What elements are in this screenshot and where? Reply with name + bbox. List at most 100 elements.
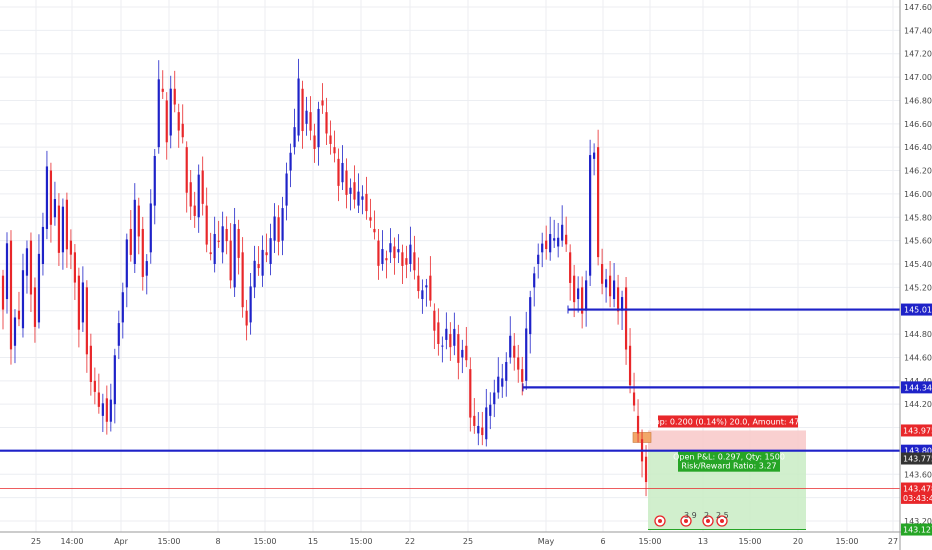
candle-body bbox=[457, 334, 460, 363]
candle-body bbox=[193, 205, 196, 216]
price-badge bbox=[901, 424, 932, 437]
candle-body bbox=[221, 226, 224, 253]
candle-body bbox=[437, 322, 440, 344]
candle-body bbox=[169, 88, 172, 136]
candle-body bbox=[201, 170, 204, 204]
event-marker[interactable] bbox=[654, 515, 666, 527]
candle-body bbox=[25, 248, 29, 276]
candle-body bbox=[585, 280, 588, 311]
candle-body bbox=[553, 238, 556, 241]
candle-body bbox=[549, 234, 552, 253]
candle-body bbox=[497, 376, 500, 393]
y-tick-label: 144.600 bbox=[904, 353, 932, 362]
candle-body bbox=[385, 258, 388, 261]
level-price-badge bbox=[901, 303, 932, 316]
candle-body bbox=[125, 239, 128, 288]
candle-body bbox=[620, 297, 624, 311]
event-marker[interactable] bbox=[680, 515, 692, 527]
x-tick-label: 8 bbox=[215, 537, 220, 546]
candle-body bbox=[493, 392, 496, 405]
price-badge-label: 143.775 bbox=[903, 455, 932, 464]
candle-body bbox=[89, 345, 92, 382]
candle-body bbox=[417, 275, 420, 292]
candle-body bbox=[217, 240, 220, 242]
candle-body bbox=[525, 328, 528, 381]
candle-body bbox=[109, 399, 112, 422]
candle-body bbox=[317, 108, 320, 148]
candle-body bbox=[565, 234, 568, 245]
event-marker[interactable] bbox=[716, 515, 728, 527]
candle-body bbox=[624, 287, 628, 350]
event-marker-label: 2 5 bbox=[716, 511, 729, 520]
candle-body bbox=[561, 224, 564, 241]
candle-body bbox=[369, 217, 372, 221]
candle-body bbox=[249, 286, 252, 323]
candle-body bbox=[113, 355, 116, 405]
x-tick-label: 15:00 bbox=[157, 537, 180, 546]
candle-body bbox=[33, 287, 37, 327]
price-badge bbox=[901, 452, 932, 465]
candle-body bbox=[121, 292, 124, 323]
candle-body bbox=[421, 290, 424, 300]
y-tick-label: 145.200 bbox=[904, 283, 932, 292]
candle-body bbox=[373, 228, 376, 233]
candle-body bbox=[189, 182, 192, 207]
y-tick-label: 146.400 bbox=[904, 143, 932, 152]
candle-body bbox=[589, 155, 592, 276]
candle-body bbox=[537, 254, 540, 264]
candle-body bbox=[73, 252, 76, 283]
candle-body bbox=[165, 100, 168, 143]
horizontal-levels[interactable] bbox=[0, 305, 900, 489]
candle-body bbox=[604, 279, 608, 288]
candle-body bbox=[429, 275, 432, 301]
candle-body bbox=[1, 275, 5, 310]
event-marker[interactable] bbox=[702, 515, 714, 527]
stop-zone bbox=[648, 430, 806, 451]
candle-body bbox=[473, 415, 476, 426]
candle-body bbox=[285, 173, 288, 206]
candle-body bbox=[449, 334, 452, 348]
candle-body bbox=[13, 317, 17, 346]
price-badge-label: 143.975 bbox=[903, 426, 932, 435]
candle-body bbox=[477, 425, 480, 434]
x-tick-label: 6 bbox=[600, 537, 605, 546]
candle-body bbox=[341, 162, 344, 183]
candle-body bbox=[309, 112, 312, 131]
pnl-label-text: Open P&L: 0.297, Qty: 1500 bbox=[673, 453, 785, 462]
x-tick-label: 25 bbox=[463, 537, 473, 546]
candle-body bbox=[177, 112, 180, 131]
candle-body bbox=[321, 100, 324, 106]
y-tick-label: 144.200 bbox=[904, 400, 932, 409]
candle-body bbox=[21, 270, 25, 329]
candle-body bbox=[197, 174, 200, 218]
candle-body bbox=[313, 135, 316, 149]
candle-body bbox=[517, 357, 520, 370]
pnl-label-box bbox=[678, 451, 780, 472]
y-tick-label: 143.200 bbox=[904, 517, 932, 526]
candle-body bbox=[9, 240, 13, 350]
candle-body bbox=[597, 147, 600, 258]
price-badge bbox=[901, 491, 932, 504]
y-tick-label: 147.400 bbox=[904, 26, 932, 35]
candle-body bbox=[161, 88, 164, 92]
x-tick-label: 15:00 bbox=[638, 537, 661, 546]
candle-body bbox=[441, 345, 444, 347]
candle-body bbox=[69, 240, 72, 255]
candle-body bbox=[49, 170, 53, 225]
candle-body bbox=[133, 199, 136, 264]
candle-body bbox=[57, 205, 61, 253]
event-markers[interactable]: 3 9 2 2 5 bbox=[654, 511, 729, 527]
candle-body bbox=[101, 403, 104, 416]
candle-body bbox=[245, 310, 248, 326]
x-tick-label: 22 bbox=[405, 537, 415, 546]
candle-body bbox=[37, 253, 41, 323]
price-badge-label: 143.478 bbox=[903, 485, 932, 494]
price-badge bbox=[901, 482, 932, 495]
candle-body bbox=[357, 191, 360, 206]
x-tick-label: 15 bbox=[308, 537, 318, 546]
candle-body bbox=[277, 217, 280, 242]
event-marker-dot bbox=[706, 519, 710, 523]
